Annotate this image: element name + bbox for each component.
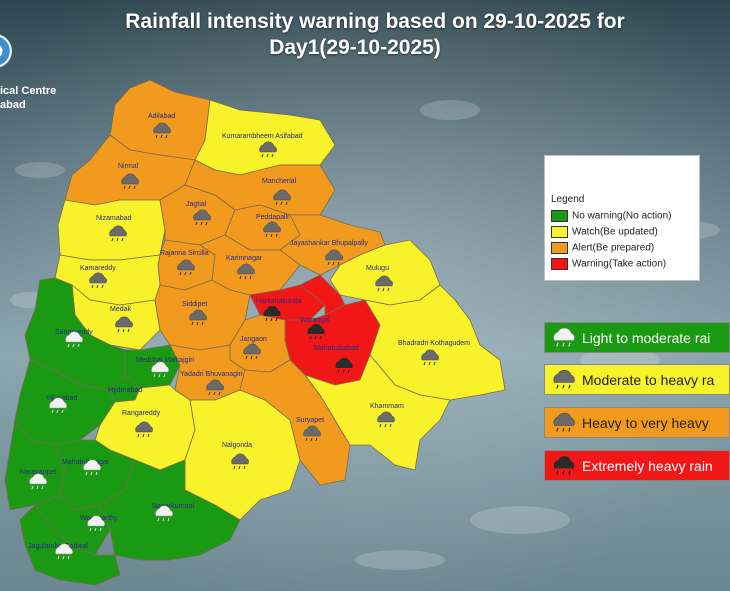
district-label-yadadri-bhuvanagiri: Yadadri Bhuvanagiri <box>180 371 243 378</box>
cloud-light-rain-icon <box>553 327 576 347</box>
legend-item-warning: Warning(Take action) <box>551 258 666 270</box>
district-label-khammam: Khammam <box>370 403 404 410</box>
district-label-jayashankar-bhupalpally: Jayashankar Bhupalpally <box>290 240 368 247</box>
cloud-moderate-rain-icon <box>553 369 576 389</box>
district-label-jagtial: Jagtial <box>186 201 207 208</box>
district-label-warangal: Warangal <box>300 317 330 324</box>
district-label-mahabubnagar: Mahabubnagar <box>62 459 110 466</box>
cloud-extreme-rain-icon <box>553 455 576 475</box>
organization-name-line-1: ical Centre <box>0 85 57 97</box>
district-label-mulugu: Mulugu <box>366 265 389 272</box>
district-label-vikarabad: Vikarabad <box>46 395 78 402</box>
legend-swatch-red <box>551 258 568 270</box>
warning-legend: Legend No warning(No action) Watch(Be up… <box>544 155 700 281</box>
district-label-mahabubabad: Mahabubabad <box>314 345 359 352</box>
legend-item-alert: Alert(Be prepared) <box>551 242 654 254</box>
district-label-kamareddy: Kamareddy <box>80 265 116 272</box>
district-label-rajanna-sircilla: Rajanna Sircilla <box>160 250 209 257</box>
rainfall-key-label: Extremely heavy rain <box>582 458 713 474</box>
organization-name-line-2: abad <box>0 99 26 111</box>
district-label-jangaon: Jangaon <box>240 336 267 343</box>
map-title-line-1: Rainfall intensity warning based on 29-1… <box>125 10 625 33</box>
district-label-bhadradri-kothagudem: Bhadradri Kothagudem <box>398 340 470 347</box>
district-label-jogulamba-gadwal: Jogulamba Gadwal <box>28 543 88 550</box>
rainfall-key-extremely-heavy: Extremely heavy rain <box>544 450 730 481</box>
legend-item-watch: Watch(Be updated) <box>551 226 658 238</box>
rainfall-key-label: Light to moderate rai <box>582 330 711 346</box>
legend-swatch-green <box>551 210 568 222</box>
legend-label: No warning(No action) <box>572 210 672 222</box>
district-label-medchal-malkajgiri: Medchal Malkajgiri <box>136 357 194 364</box>
district-jogulamba-gadwal <box>19 504 121 586</box>
district-label-suryapet: Suryapet <box>296 417 324 424</box>
district-label-peddapalli: Peddapalli <box>256 214 289 221</box>
map-title-line-2: Day1(29-10-2025) <box>269 36 441 59</box>
district-label-medak: Medak <box>110 306 132 313</box>
rainfall-key-label: Moderate to heavy ra <box>582 372 715 388</box>
district-label-nirmal: Nirmal <box>118 163 139 170</box>
legend-label: Watch(Be updated) <box>572 226 658 238</box>
district-label-mancherial: Mancherial <box>262 178 297 185</box>
rainfall-key-label: Heavy to very heavy <box>582 415 709 431</box>
district-label-siddipet: Siddipet <box>182 301 207 308</box>
cloud-heavy-rain-icon <box>553 412 576 432</box>
legend-label: Warning(Take action) <box>572 258 667 270</box>
district-label-nagarkurnool: Nagarkurnool <box>152 503 194 510</box>
legend-swatch-yellow <box>551 226 568 238</box>
district-label-kumarambheem-asifabad: Kumarambheem Asifabad <box>222 133 303 140</box>
district-label-nizamabad: Nizamabad <box>96 215 132 222</box>
rainfall-key-light-to-moderate: Light to moderate rai <box>544 322 730 353</box>
district-label-rangareddy: Rangareddy <box>122 410 161 417</box>
imd-logo-icon <box>0 34 12 68</box>
district-label-narayanpet: Narayanpet <box>20 469 56 476</box>
district-label-hyderabad: Hyderabad <box>108 387 142 394</box>
district-label-nalgonda: Nalgonda <box>222 442 252 449</box>
legend-label: Alert(Be prepared) <box>572 242 655 254</box>
legend-swatch-orange <box>551 242 568 254</box>
district-label-hanumakonda: Hanumakonda <box>256 298 302 305</box>
rainfall-key-heavy-to-very-heavy: Heavy to very heavy <box>544 407 730 438</box>
legend-heading: Legend <box>551 194 585 205</box>
district-khammam <box>304 354 451 471</box>
district-label-adilabad: Adilabad <box>148 113 175 120</box>
legend-item-no-warning: No warning(No action) <box>551 210 672 222</box>
district-label-karimnagar: Karimnagar <box>226 255 263 262</box>
rainfall-key-moderate-to-heavy: Moderate to heavy ra <box>544 364 730 395</box>
